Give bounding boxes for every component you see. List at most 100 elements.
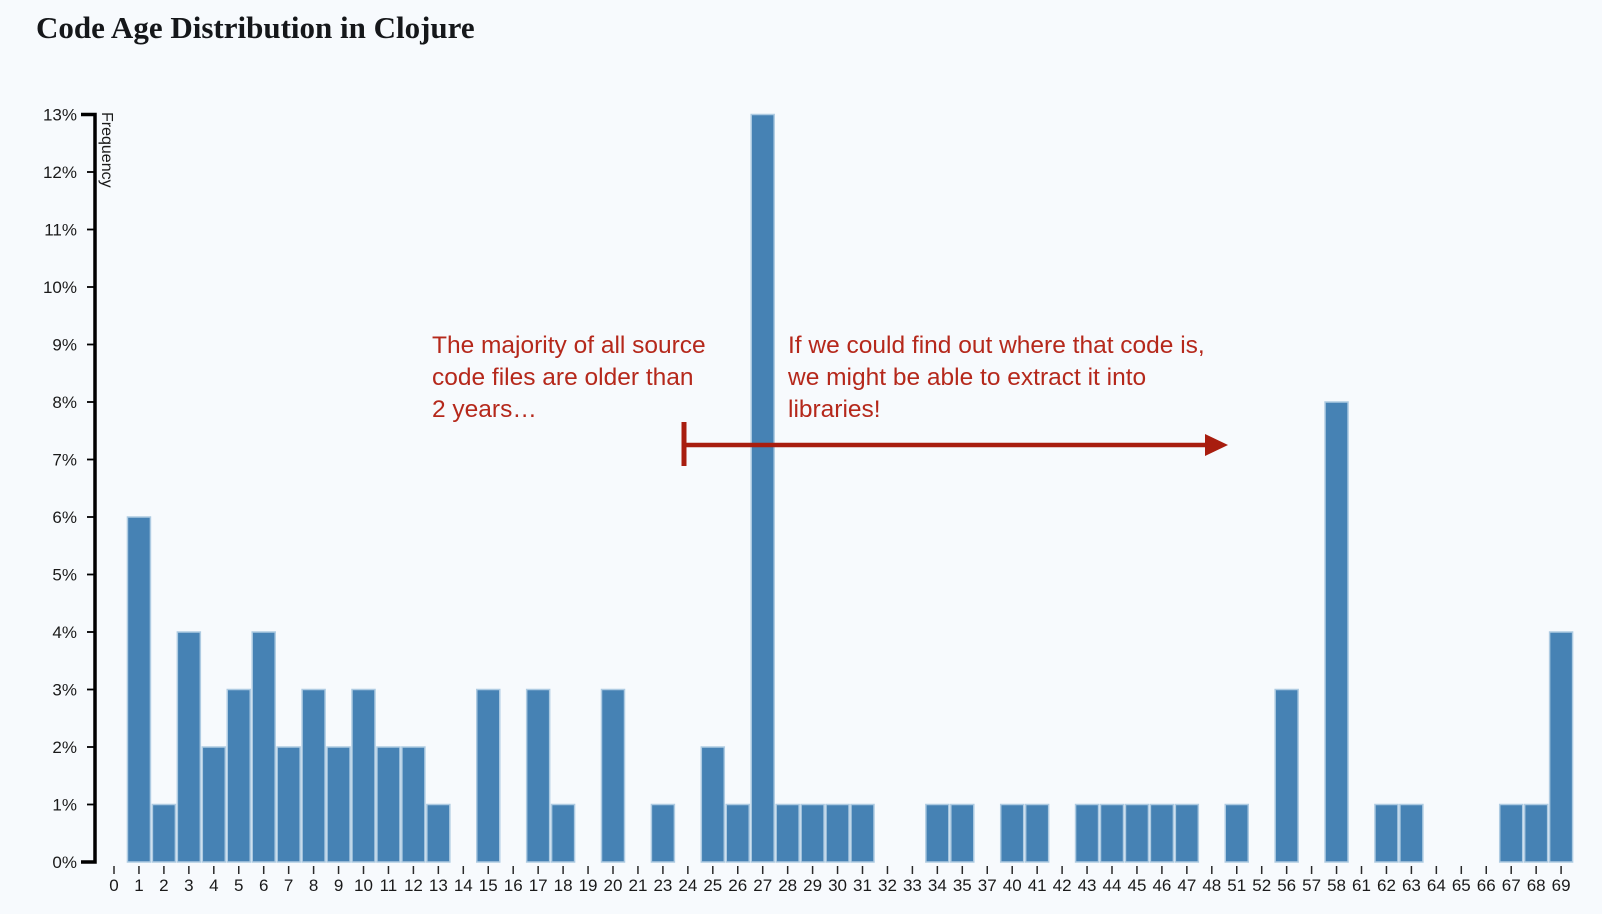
- bar-8: [301, 688, 326, 863]
- y-axis-line: [81, 112, 97, 864]
- x-tick-label: 10: [354, 876, 373, 895]
- bar-56: [1274, 688, 1299, 863]
- y-tick-label: 3%: [52, 681, 77, 700]
- x-tick-label: 57: [1302, 876, 1321, 895]
- x-tick-label: 42: [1053, 876, 1072, 895]
- y-tick-label: 12%: [43, 163, 77, 182]
- x-tick-label: 1: [134, 876, 143, 895]
- x-tick-label: 4: [209, 876, 218, 895]
- y-tick-label: 10%: [43, 278, 77, 297]
- y-tick-label: 9%: [52, 336, 77, 355]
- bar-5: [226, 688, 251, 863]
- y-tick-label: 7%: [52, 451, 77, 470]
- x-tick-label: 66: [1477, 876, 1496, 895]
- x-tick-label: 67: [1502, 876, 1521, 895]
- bar-20: [600, 688, 626, 863]
- x-axis: 0 1 2 3 4 5 6 7 8 9 10 11 12 13 14 15 16 17 18 19 20 21 23 24 25…: [109, 866, 1571, 895]
- bar-7: [276, 746, 301, 863]
- bar-41: [1024, 803, 1050, 863]
- x-tick-label: 35: [953, 876, 972, 895]
- annotations-group: The majority of all source code files are…: [432, 332, 1228, 466]
- y-axis: 0% 1% 2% 3% 4% 5% 6% 7% 8% 9% 10% 11% 12% 13%: [43, 106, 97, 872]
- bar-13: [426, 803, 451, 863]
- x-tick-label: 37: [978, 876, 997, 895]
- x-tick-label: 34: [928, 876, 947, 895]
- y-axis-title: Frequency: [98, 112, 115, 188]
- bar-10: [351, 688, 376, 863]
- x-tick-label: 14: [454, 876, 473, 895]
- x-tick-label: 29: [803, 876, 822, 895]
- annotation-right-note: If we could find out where that code is,…: [787, 332, 1205, 423]
- x-tick-label: 51: [1227, 876, 1246, 895]
- bar-23: [650, 803, 676, 863]
- bar-40: [999, 803, 1025, 863]
- bar-45: [1124, 803, 1150, 863]
- x-tick-label: 41: [1028, 876, 1047, 895]
- bars-group: [126, 113, 1574, 863]
- x-tick-label: 0: [109, 876, 118, 895]
- bar-34: [925, 803, 950, 863]
- y-tick-label: 2%: [52, 738, 77, 757]
- x-tick-label: 52: [1252, 876, 1271, 895]
- x-tick-label: 48: [1202, 876, 1221, 895]
- bar-2: [151, 803, 177, 863]
- x-tick-label: 45: [1127, 876, 1146, 895]
- bar-46: [1149, 803, 1175, 863]
- bar-12: [401, 746, 426, 863]
- x-tick-label: 44: [1103, 876, 1122, 895]
- x-tick-label: 43: [1078, 876, 1097, 895]
- x-tick-label: 27: [753, 876, 772, 895]
- bar-3: [176, 631, 202, 863]
- x-tick-label: 40: [1003, 876, 1022, 895]
- bar-9: [326, 746, 351, 863]
- bar-47: [1174, 803, 1200, 863]
- bar-43: [1074, 803, 1100, 863]
- bar-1: [126, 516, 152, 863]
- x-tick-label: 28: [778, 876, 797, 895]
- bar-11: [376, 746, 401, 863]
- x-tick-label: 31: [853, 876, 872, 895]
- x-tick-label: 64: [1427, 876, 1446, 895]
- x-tick-label: 21: [628, 876, 647, 895]
- x-tick-label: 8: [309, 876, 318, 895]
- x-tick-label: 47: [1177, 876, 1196, 895]
- x-tick-label: 6: [259, 876, 268, 895]
- x-tick-label: 15: [479, 876, 498, 895]
- x-tick-label: 7: [284, 876, 293, 895]
- bar-35: [950, 803, 975, 863]
- x-tick-label: 11: [380, 876, 398, 895]
- y-tick-label: 6%: [52, 508, 77, 527]
- x-tick-label: 65: [1452, 876, 1471, 895]
- y-tick-label: 5%: [52, 566, 77, 585]
- x-tick-label: 18: [554, 876, 573, 895]
- bar-17: [525, 688, 551, 863]
- bar-31: [850, 803, 875, 863]
- x-tick-label: 17: [529, 876, 548, 895]
- bar-67: [1498, 803, 1524, 863]
- bar-29: [800, 803, 825, 863]
- x-tick-label: 20: [604, 876, 623, 895]
- bar-44: [1099, 803, 1125, 863]
- x-tick-label: 58: [1327, 876, 1346, 895]
- x-tick-label: 63: [1402, 876, 1421, 895]
- bar-63: [1399, 803, 1424, 863]
- annotation-left-note: The majority of all source code files are…: [432, 332, 706, 423]
- x-tick-label: 16: [504, 876, 523, 895]
- x-tick-label: 25: [703, 876, 722, 895]
- x-tick-label: 23: [653, 876, 672, 895]
- x-tick-label: 56: [1277, 876, 1296, 895]
- x-tick-label: 68: [1527, 876, 1546, 895]
- arrow-head: [1205, 434, 1228, 456]
- x-tick-label: 9: [334, 876, 343, 895]
- bar-30: [825, 803, 850, 863]
- y-tick-label: 13%: [43, 106, 77, 125]
- bar-68: [1523, 803, 1549, 863]
- bar-25: [700, 746, 726, 863]
- bar-6: [251, 631, 276, 863]
- x-tick-label: 26: [728, 876, 747, 895]
- x-tick-label: 2: [159, 876, 168, 895]
- x-tick-label: 12: [404, 876, 423, 895]
- bar-62: [1374, 803, 1399, 863]
